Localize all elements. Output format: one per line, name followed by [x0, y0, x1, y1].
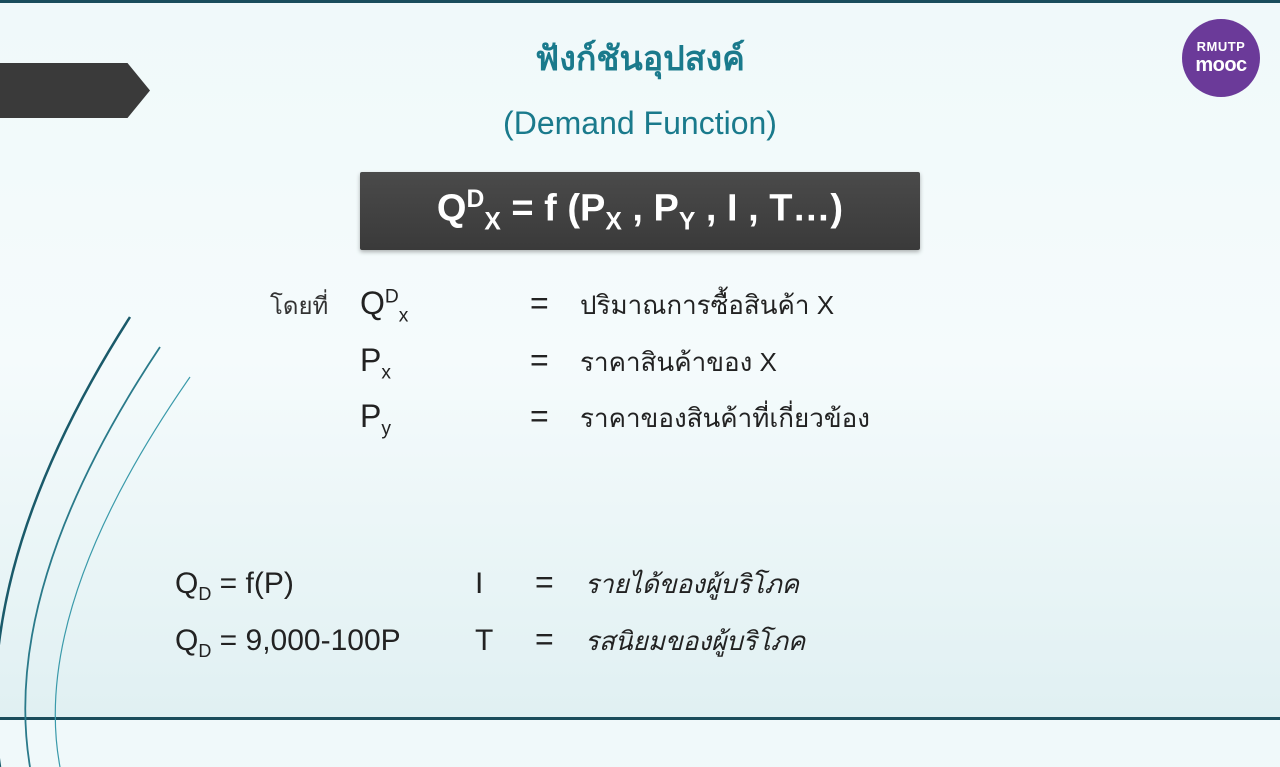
definition-row: โดยที่ QDx = ปริมาณการซื้อสินค้า X — [270, 285, 1280, 327]
def-description: ราคาสินค้าของ X — [580, 342, 777, 383]
logo-line2: mooc — [1195, 54, 1246, 77]
definition-row: Px = ราคาสินค้าของ X — [270, 342, 1280, 384]
formula-lhs-base: Q — [437, 188, 467, 230]
equals-sign: = — [530, 398, 580, 435]
equals-sign: = — [530, 342, 580, 379]
equation-left: QD = 9,000-100P — [175, 614, 475, 668]
rmutp-mooc-logo: RMUTP mooc — [1182, 19, 1260, 97]
slide-container: ฟังก์ชันอุปสงค์ (Demand Function) QDX = … — [0, 3, 1280, 717]
def-description: ปริมาณการซื้อสินค้า X — [580, 285, 834, 326]
equation-left: QD = f(P) — [175, 557, 475, 611]
bottom-equations: QD = f(P) I = รายได้ของผู้บริโภค QD = 9,… — [175, 554, 805, 669]
def-symbol: Px — [360, 342, 530, 384]
formula-lhs-sub: X — [484, 208, 500, 235]
logo-line1: RMUTP — [1197, 39, 1246, 54]
equals-sign: = — [530, 285, 580, 322]
formula-rhs-prefix: = f (P — [501, 188, 606, 230]
def-description: ราคาของสินค้าที่เกี่ยวข้อง — [580, 398, 870, 439]
equals-sign: = — [535, 611, 585, 669]
bottom-row: QD = f(P) I = รายได้ของผู้บริโภค — [175, 554, 805, 612]
title-english: (Demand Function) — [0, 85, 1280, 142]
variable-description: รายได้ของผู้บริโภค — [585, 561, 799, 608]
variable-symbol: I — [475, 557, 535, 611]
formula-tail: , I , T…) — [695, 188, 843, 230]
variable-symbol: T — [475, 614, 535, 668]
title-thai: ฟังก์ชันอุปสงค์ — [0, 3, 1280, 85]
definitions-block: โดยที่ QDx = ปริมาณการซื้อสินค้า X Px = … — [270, 285, 1280, 440]
arrow-shape — [0, 63, 150, 118]
def-symbol: Py — [360, 398, 530, 440]
bottom-row: QD = 9,000-100P T = รสนิยมของผู้บริโภค — [175, 611, 805, 669]
where-label: โดยที่ — [270, 286, 360, 325]
formula-py-sub: Y — [679, 208, 695, 235]
formula-sep1: , P — [622, 188, 679, 230]
formula-box: QDX = f (PX , PY , I , T…) — [360, 172, 920, 250]
def-symbol: QDx — [360, 285, 530, 327]
variable-description: รสนิยมของผู้บริโภค — [585, 618, 805, 665]
equals-sign: = — [535, 554, 585, 612]
formula-px-sub: X — [605, 208, 621, 235]
definition-row: Py = ราคาของสินค้าที่เกี่ยวข้อง — [270, 398, 1280, 440]
formula-lhs-sup: D — [466, 186, 484, 213]
